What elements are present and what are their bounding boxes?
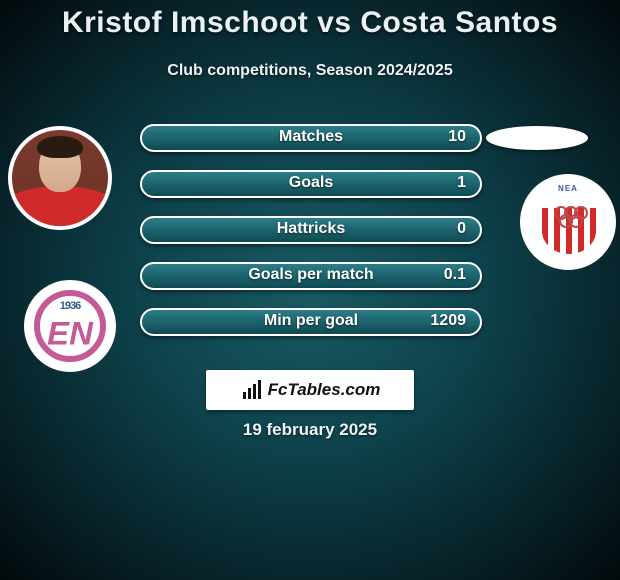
stat-label: Goals — [142, 174, 480, 192]
stat-value: 0 — [457, 220, 466, 238]
page-title: Kristof Imschoot vs Costa Santos — [0, 6, 620, 40]
club-crest-right: ΝΕΑ — [520, 174, 616, 270]
stat-value: 1209 — [430, 312, 466, 330]
comparison-card: Kristof Imschoot vs Costa Santos Club co… — [0, 0, 620, 580]
stats-list: Matches 10 Goals 1 Hattricks 0 Goals per… — [140, 124, 482, 354]
svg-text:EN: EN — [47, 314, 94, 351]
stat-row: Min per goal 1209 — [140, 308, 482, 336]
chart-icon — [240, 378, 264, 402]
crest-rings-icon — [554, 206, 600, 234]
date-label: 19 february 2025 — [0, 420, 620, 440]
stat-value: 1 — [457, 174, 466, 192]
stat-label: Matches — [142, 128, 480, 146]
right-capsule — [486, 126, 588, 150]
avatar-shirt — [8, 186, 112, 230]
crest-label-top: ΝΕΑ — [524, 184, 612, 193]
stat-row: Hattricks 0 — [140, 216, 482, 244]
stat-label: Hattricks — [142, 220, 480, 238]
page-subtitle: Club competitions, Season 2024/2025 — [0, 62, 620, 80]
stat-value: 0.1 — [444, 266, 466, 284]
stat-value: 10 — [448, 128, 466, 146]
avatar-hair — [37, 136, 83, 158]
stat-label: Goals per match — [142, 266, 480, 284]
club-crest-left: 1936 EN — [24, 280, 116, 372]
crest-letters-icon: EN — [28, 284, 112, 368]
stat-row: Goals 1 — [140, 170, 482, 198]
stat-row: Goals per match 0.1 — [140, 262, 482, 290]
ring-icon — [569, 214, 583, 228]
stat-row: Matches 10 — [140, 124, 482, 152]
player-avatar-left — [8, 126, 112, 230]
watermark-text: FcTables.com — [268, 380, 381, 400]
watermark-box: FcTables.com — [206, 370, 414, 410]
